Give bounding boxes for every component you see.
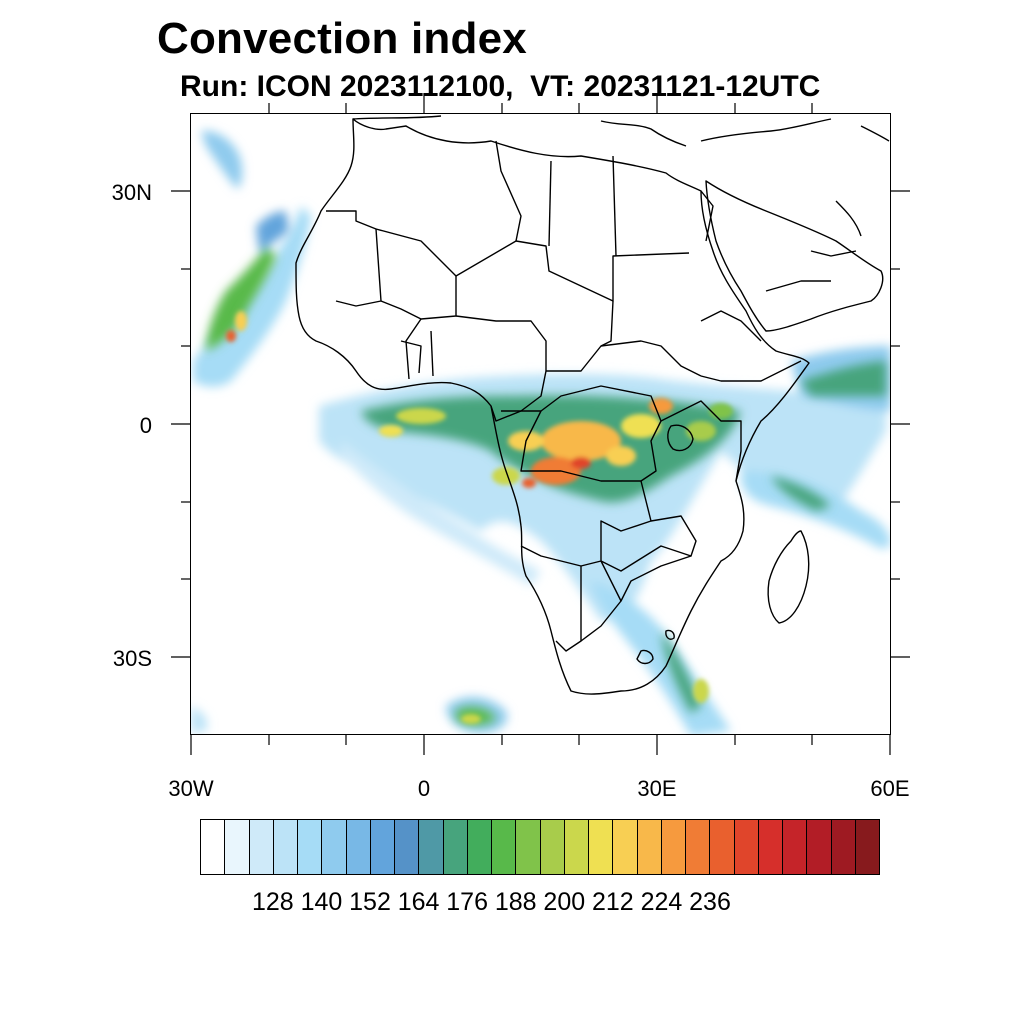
lat-label-30s: 30S xyxy=(112,646,152,671)
colorbar-box xyxy=(758,820,783,874)
colorbar-tick-label: 224 xyxy=(640,888,683,916)
colorbar-box xyxy=(395,820,420,874)
colorbar-box xyxy=(589,820,614,874)
colorbar-box xyxy=(225,820,250,874)
colorbar-box xyxy=(492,820,517,874)
colorbar-box xyxy=(201,820,226,874)
lat-label-0: 0 xyxy=(139,413,152,438)
colorbar xyxy=(200,819,880,875)
colorbar-box xyxy=(831,820,856,874)
colorbar-box xyxy=(855,820,879,874)
map-subtitle: Run: ICON 2023112100, VT: 20231121-12UTC xyxy=(180,70,821,103)
colorbar-box xyxy=(686,820,711,874)
colorbar-box xyxy=(298,820,323,874)
lon-label-60e: 60E xyxy=(870,776,910,801)
lon-label-30w: 30W xyxy=(168,776,214,801)
lat-label-30n: 30N xyxy=(111,180,152,205)
colorbar-box xyxy=(807,820,832,874)
colorbar-tick-label: 176 xyxy=(446,888,488,916)
colorbar-box xyxy=(637,820,662,874)
colorbar-box xyxy=(443,820,468,874)
colorbar-box xyxy=(273,820,298,874)
colorbar-box xyxy=(516,820,541,874)
colorbar-box xyxy=(734,820,759,874)
colorbar-box xyxy=(249,820,274,874)
colorbar-tick-label: 236 xyxy=(689,888,731,916)
map-panel xyxy=(190,113,891,735)
colorbar-tick-label: 164 xyxy=(397,888,440,916)
colorbar-box xyxy=(346,820,371,874)
coastlines-and-borders xyxy=(295,115,890,695)
lon-label-0: 0 xyxy=(417,776,431,801)
colorbar-box xyxy=(467,820,492,874)
colorbar-box xyxy=(419,820,444,874)
colorbar-tick-label: 140 xyxy=(300,888,343,916)
colorbar-box xyxy=(613,820,638,874)
colorbar-box xyxy=(710,820,735,874)
colorbar-box xyxy=(661,820,686,874)
colorbar-tick-label: 188 xyxy=(494,888,537,916)
colorbar-box xyxy=(322,820,347,874)
colorbar-box xyxy=(540,820,565,874)
colorbar-tick-label: 128 xyxy=(251,888,294,916)
colorbar-tick-label: 200 xyxy=(543,888,586,916)
colorbar-box xyxy=(783,820,808,874)
lon-label-30e: 30E xyxy=(637,776,677,801)
africa-map xyxy=(191,115,890,734)
map-title: Convection index xyxy=(157,14,527,63)
colorbar-box xyxy=(564,820,589,874)
colorbar-tick-label: 152 xyxy=(349,888,391,916)
colorbar-tick-label: 212 xyxy=(591,888,634,916)
colorbar-box xyxy=(370,820,395,874)
convection-field xyxy=(191,130,890,734)
